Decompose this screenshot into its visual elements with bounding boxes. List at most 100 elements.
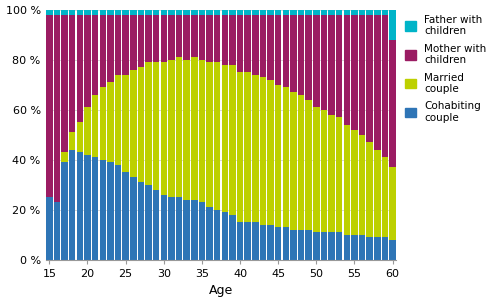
Bar	[298, 10, 305, 15]
Bar	[252, 10, 259, 15]
Bar	[275, 10, 281, 15]
Bar	[160, 15, 167, 62]
Bar	[168, 15, 175, 60]
Bar	[92, 157, 98, 260]
Bar	[99, 10, 106, 15]
Bar	[306, 10, 312, 15]
Bar	[184, 10, 190, 15]
Bar	[389, 10, 396, 40]
Bar	[260, 10, 266, 15]
Bar	[298, 95, 305, 230]
Bar	[389, 240, 396, 260]
Bar	[260, 77, 266, 225]
Bar	[359, 15, 366, 135]
Bar	[290, 92, 297, 230]
Bar	[282, 227, 289, 260]
Bar	[367, 15, 373, 142]
Bar	[229, 65, 236, 215]
Bar	[99, 160, 106, 260]
Bar	[176, 15, 182, 57]
Bar	[282, 87, 289, 227]
Bar	[138, 10, 144, 15]
Bar	[267, 80, 274, 225]
Legend: Father with
children, Mother with
children, Married
couple, Cohabiting
couple: Father with children, Mother with childr…	[405, 15, 486, 123]
Bar	[328, 10, 335, 15]
Bar	[138, 67, 144, 182]
Bar	[282, 10, 289, 15]
Bar	[168, 197, 175, 260]
Bar	[313, 232, 320, 260]
Bar	[260, 225, 266, 260]
Bar	[84, 155, 91, 260]
Bar	[107, 162, 114, 260]
Bar	[336, 15, 342, 117]
Bar	[214, 15, 220, 62]
Bar	[221, 10, 228, 15]
Bar	[92, 15, 98, 95]
Bar	[275, 227, 281, 260]
Bar	[343, 235, 350, 260]
Bar	[214, 210, 220, 260]
Bar	[260, 15, 266, 77]
Bar	[206, 207, 213, 260]
Bar	[351, 130, 358, 235]
Bar	[374, 15, 381, 150]
Bar	[252, 222, 259, 260]
Bar	[99, 15, 106, 87]
Bar	[313, 15, 320, 107]
Bar	[184, 60, 190, 200]
Bar	[221, 212, 228, 260]
Bar	[275, 85, 281, 227]
Bar	[176, 197, 182, 260]
Bar	[191, 10, 197, 15]
Bar	[54, 10, 60, 15]
Bar	[290, 15, 297, 92]
Bar	[290, 10, 297, 15]
Bar	[321, 232, 327, 260]
Bar	[107, 10, 114, 15]
Bar	[77, 10, 83, 15]
Bar	[214, 62, 220, 210]
Bar	[123, 15, 129, 75]
Bar	[168, 10, 175, 15]
Bar	[313, 10, 320, 15]
Bar	[237, 10, 243, 15]
Bar	[191, 57, 197, 200]
Bar	[145, 15, 152, 62]
Bar	[145, 10, 152, 15]
Bar	[62, 162, 68, 260]
Bar	[382, 237, 388, 260]
Bar	[130, 70, 136, 177]
Bar	[374, 10, 381, 15]
Bar	[367, 10, 373, 15]
Bar	[351, 10, 358, 15]
Bar	[267, 15, 274, 80]
Bar	[374, 237, 381, 260]
Bar	[245, 15, 251, 72]
Bar	[382, 15, 388, 157]
Bar	[267, 10, 274, 15]
Bar	[382, 157, 388, 237]
Bar	[199, 10, 205, 15]
Bar	[206, 15, 213, 62]
Bar	[54, 15, 60, 202]
Bar	[336, 10, 342, 15]
Bar	[343, 10, 350, 15]
Bar	[343, 125, 350, 235]
Bar	[138, 15, 144, 67]
Bar	[245, 72, 251, 222]
Bar	[92, 95, 98, 157]
Bar	[367, 237, 373, 260]
Bar	[184, 200, 190, 260]
Bar	[359, 235, 366, 260]
Bar	[99, 87, 106, 160]
Bar	[123, 75, 129, 172]
Bar	[336, 232, 342, 260]
Bar	[252, 75, 259, 222]
Bar	[389, 40, 396, 167]
Bar	[351, 15, 358, 130]
Bar	[245, 222, 251, 260]
Bar	[359, 10, 366, 15]
Bar	[214, 10, 220, 15]
Bar	[229, 10, 236, 15]
